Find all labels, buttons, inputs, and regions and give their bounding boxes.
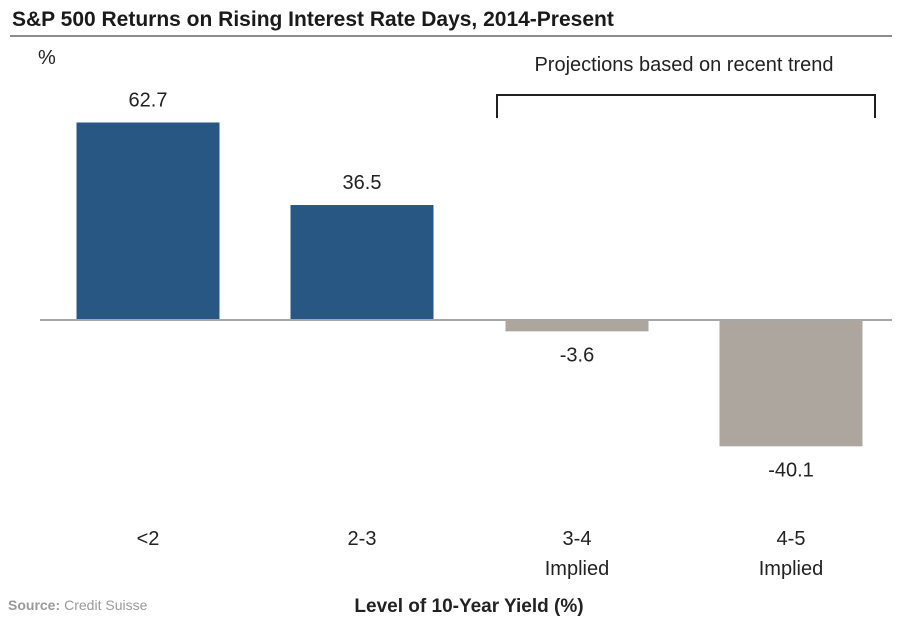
category-sublabel-4: Implied: [759, 558, 823, 580]
category-label-4: 4-5: [777, 528, 806, 550]
projection-bracket: [496, 94, 876, 118]
value-label-2: 36.5: [343, 172, 382, 194]
chart-title: S&P 500 Returns on Rising Interest Rate …: [12, 8, 614, 31]
category-labels-group: <2 2-3 3-4 Implied 4-5 Implied: [137, 528, 824, 580]
source-key: Source:: [8, 597, 60, 613]
value-label-4: -40.1: [768, 459, 814, 481]
source-value: Credit Suisse: [64, 597, 147, 613]
category-label-2: 2-3: [348, 528, 377, 550]
bar-3: [505, 320, 649, 332]
bar-1: [76, 122, 220, 321]
y-axis-unit-label: %: [38, 47, 56, 69]
value-labels-group: 62.7 36.5 -3.6 -40.1: [129, 89, 814, 481]
category-sublabel-3: Implied: [545, 558, 609, 580]
category-label-3: 3-4: [563, 528, 592, 550]
projection-annotation: Projections based on recent trend: [534, 54, 833, 76]
bar-4: [719, 320, 863, 447]
x-axis-title: Level of 10-Year Yield (%): [354, 596, 583, 617]
bars-group: [76, 122, 863, 447]
value-label-1: 62.7: [129, 89, 168, 111]
source-note: Source: Credit Suisse: [8, 597, 148, 613]
bar-2: [290, 205, 434, 320]
category-label-1: <2: [137, 528, 160, 550]
value-label-3: -3.6: [560, 344, 594, 366]
